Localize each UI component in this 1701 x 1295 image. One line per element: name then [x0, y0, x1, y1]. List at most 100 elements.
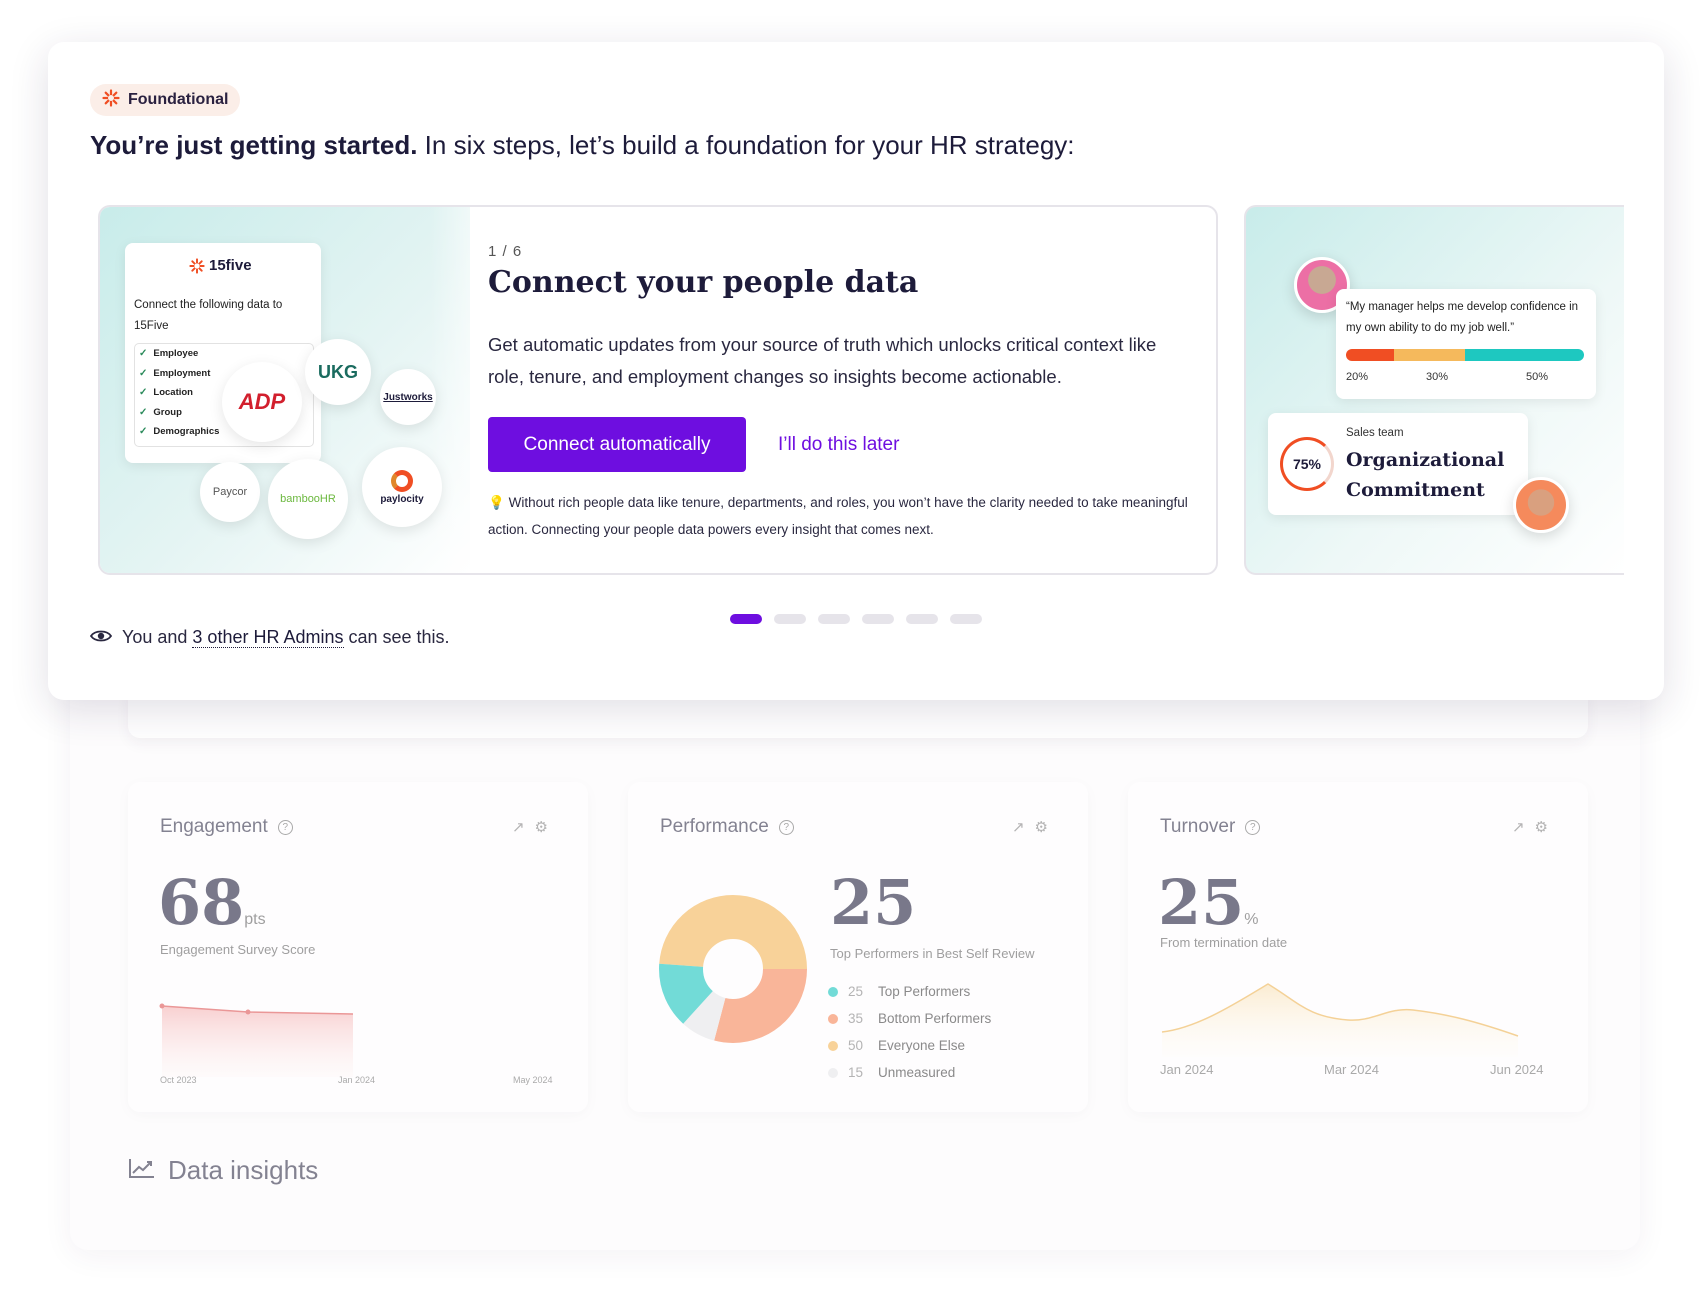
legend-label: Bottom Performers	[878, 1011, 992, 1026]
engagement-value: 68	[158, 866, 245, 939]
paylocity-icon	[391, 469, 413, 492]
eye-icon	[89, 627, 113, 648]
avatar	[1513, 477, 1569, 533]
percent-ring: 75%	[1280, 437, 1334, 491]
bar-label: 50%	[1526, 371, 1549, 383]
visibility-notice: You and 3 other HR Admins can see this.	[89, 627, 450, 648]
quote-text: “My manager helps me develop confidence …	[1346, 301, 1579, 334]
bamboohr-logo: bambooHR	[268, 459, 348, 539]
engagement-label: Engagement Survey Score	[160, 942, 316, 957]
engagement-x-label: Oct 2023	[160, 1075, 197, 1085]
do-later-link[interactable]: I’ll do this later	[778, 433, 900, 455]
field-label: Group	[153, 406, 182, 418]
turnover-unit: %	[1244, 911, 1259, 928]
pagination-dot-2[interactable]	[774, 614, 806, 624]
engagement-line-chart	[159, 1003, 354, 1077]
connect-automatically-button[interactable]: Connect automatically	[488, 417, 746, 472]
performance-card[interactable]: Performance ? ↗ ⚙ 25 Top Performers in B…	[628, 782, 1088, 1112]
engagement-x-label: May 2024	[513, 1075, 553, 1085]
paycor-logo: Paycor	[200, 462, 260, 522]
pagination-dot-5[interactable]	[906, 614, 938, 624]
turnover-card[interactable]: Turnover ? ↗ ⚙ 25% From termination date…	[1128, 782, 1588, 1112]
external-link-icon[interactable]: ↗	[511, 819, 525, 836]
paylocity-logo: paylocity	[362, 447, 442, 527]
step-card-active: 15five Connect the following data to 15F…	[98, 205, 1218, 575]
donut-slice-bottom	[659, 895, 807, 1043]
help-icon[interactable]: ?	[778, 819, 794, 835]
list-item: ✓ Group	[135, 403, 313, 423]
legend-value: 35	[848, 1011, 864, 1026]
engagement-value-group: 68pts	[158, 872, 266, 934]
legend-item: 35 Bottom Performers	[828, 1005, 991, 1032]
pagination-dot-4[interactable]	[862, 614, 894, 624]
turnover-label: From termination date	[1160, 935, 1288, 950]
pagination-dot-3[interactable]	[818, 614, 850, 624]
response-bar	[1346, 349, 1584, 361]
field-label: Employee	[153, 348, 199, 360]
help-icon[interactable]: ?	[277, 819, 293, 835]
brand-name: 15five	[209, 257, 252, 274]
step-note-text: Without rich people data like tenure, de…	[488, 495, 1188, 537]
gear-icon[interactable]: ⚙	[534, 819, 548, 836]
engagement-area	[162, 1006, 353, 1077]
turnover-value: 25	[1158, 866, 1245, 939]
ukg-logo: UKG	[305, 339, 371, 405]
hr-admins-link[interactable]: 3 other HR Admins	[192, 627, 344, 648]
legend-label: Top Performers	[878, 984, 971, 999]
legend-value: 15	[848, 1065, 864, 1080]
legend-dot	[828, 1013, 838, 1024]
performance-title: Performance	[660, 816, 769, 837]
engagement-point	[245, 1009, 251, 1015]
turnover-title: Turnover	[1160, 816, 1236, 837]
visibility-suffix: can see this.	[343, 627, 450, 647]
integration-field-list: ✓ Employee ✓ Employment ✓ Location ✓ Group ✓…	[134, 343, 314, 447]
data-insights-label: Data insights	[168, 1155, 319, 1185]
bar-segment-50	[1465, 349, 1584, 361]
legend-value: 50	[848, 1038, 864, 1053]
fifteen-five-logo: 15five	[189, 257, 252, 274]
external-link-icon[interactable]: ↗	[1511, 819, 1525, 836]
pagination-dot-6[interactable]	[950, 614, 982, 624]
visibility-prefix: You and	[122, 627, 193, 647]
lightbulb-icon: 💡	[488, 495, 505, 510]
turnover-value-group: 25%	[1158, 872, 1259, 934]
headline-rest: In six steps, let’s build a foundation f…	[417, 130, 1075, 160]
external-link-icon[interactable]: ↗	[1011, 819, 1025, 836]
step-description: Get automatic updates from your source o…	[488, 334, 1157, 387]
turnover-x-label: Mar 2024	[1324, 1062, 1379, 1077]
engagement-card[interactable]: Engagement ? ↗ ⚙ 68pts Engagement Survey…	[128, 782, 588, 1112]
engagement-title-row: Engagement ?	[160, 816, 293, 838]
legend-item: 15 Unmeasured	[828, 1059, 991, 1086]
legend-value: 25	[848, 984, 864, 999]
legend-dot	[828, 1040, 838, 1051]
pagination-dot-1[interactable]	[730, 614, 762, 624]
step-card-next-preview[interactable]: “My manager helps me develop confidence …	[1244, 205, 1624, 575]
bar-label: 20%	[1346, 371, 1369, 383]
check-icon: ✓	[139, 367, 148, 379]
gear-icon[interactable]: ⚙	[1034, 819, 1048, 836]
paylocity-label: paylocity	[380, 493, 424, 505]
performance-title-row: Performance ?	[660, 816, 794, 838]
fifteen-five-logo-mark	[189, 257, 205, 274]
card-tools: ↗ ⚙	[512, 818, 548, 836]
adp-logo: ADP	[222, 362, 302, 442]
help-icon[interactable]: ?	[1245, 819, 1261, 835]
list-item: ✓ Demographics	[135, 422, 313, 442]
gear-icon[interactable]: ⚙	[1534, 819, 1548, 836]
check-icon: ✓	[139, 426, 148, 438]
legend-dot	[828, 1067, 838, 1078]
engagement-point	[159, 1003, 165, 1009]
engagement-x-label: Jan 2024	[338, 1075, 376, 1085]
integration-text: Connect the following data to 15Five	[134, 299, 283, 332]
card-tools: ↗ ⚙	[1012, 818, 1048, 836]
data-insights-heading: Data insights	[128, 1155, 318, 1186]
engagement-unit: pts	[244, 911, 266, 928]
step-note: 💡 Without rich people data like tenure, …	[488, 489, 1198, 543]
legend-item: 25 Top Performers	[828, 978, 991, 1005]
legend-label: Unmeasured	[878, 1065, 956, 1080]
trend-chart-icon	[128, 1155, 156, 1186]
team-label: Sales team	[1346, 427, 1404, 439]
card-tools: ↗ ⚙	[1512, 818, 1548, 836]
list-item: ✓ Employment	[135, 364, 313, 384]
turnover-x-label: Jan 2024	[1160, 1062, 1214, 1077]
